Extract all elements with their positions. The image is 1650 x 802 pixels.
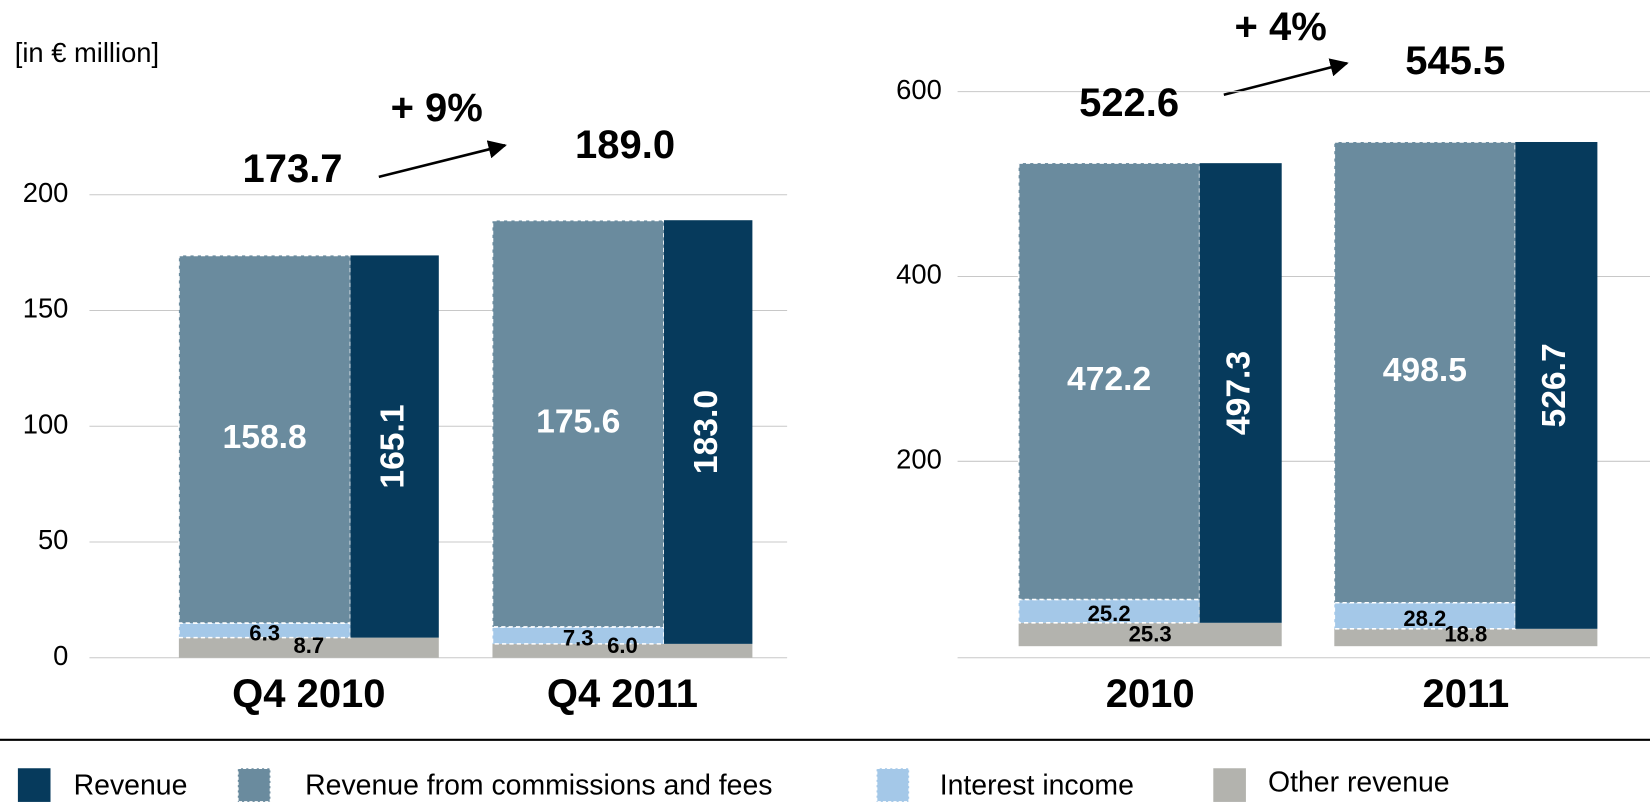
data-label: 28.2 — [1403, 606, 1446, 631]
legend-swatch — [1213, 768, 1246, 802]
y-tick-label: 0 — [53, 640, 68, 671]
bar-other — [178, 637, 439, 658]
data-label: 25.3 — [1129, 621, 1172, 646]
data-label: 6.0 — [607, 633, 638, 658]
bar-other — [492, 643, 753, 658]
legend-label: Revenue from commissions and fees — [305, 770, 772, 802]
bar-revenue — [663, 220, 753, 644]
y-tick-label: 150 — [23, 293, 69, 324]
data-label: 526.7 — [1536, 343, 1573, 427]
growth-annotation: + 4% — [1235, 5, 1327, 49]
data-label: 7.3 — [563, 625, 594, 650]
bar-revenue — [1199, 163, 1282, 623]
bar-revenue — [350, 255, 439, 638]
data-label: 498.5 — [1383, 352, 1467, 389]
y-tick-label: 100 — [23, 408, 69, 439]
data-label: 165.1 — [375, 404, 412, 488]
data-label: 18.8 — [1444, 621, 1487, 646]
y-tick-label: 200 — [896, 444, 942, 475]
y-tick-label: 600 — [896, 74, 942, 105]
legend-label: Interest income — [940, 770, 1134, 802]
bar-commissions — [1333, 141, 1517, 604]
data-label: 6.3 — [249, 620, 280, 645]
total-label: 545.5 — [1405, 39, 1505, 83]
total-label: 522.6 — [1079, 81, 1179, 125]
data-label: 8.7 — [293, 633, 324, 658]
bar-other — [1334, 628, 1598, 647]
legend-label: Revenue — [74, 770, 188, 802]
data-label: 183.0 — [688, 390, 725, 474]
x-tick-label: Q4 2011 — [547, 672, 698, 716]
y-tick-label: 50 — [38, 524, 68, 555]
data-label: 158.8 — [223, 419, 307, 456]
total-label: 189.0 — [575, 123, 675, 167]
y-tick-label: 200 — [23, 177, 69, 208]
bar-revenue — [1515, 141, 1598, 629]
bar-other — [1018, 622, 1282, 647]
data-label: 175.6 — [536, 404, 620, 441]
y-tick-label: 400 — [896, 259, 942, 290]
growth-arrow — [378, 140, 507, 179]
x-tick-label: 2011 — [1422, 672, 1509, 716]
data-label: 472.2 — [1067, 361, 1151, 398]
legend-swatch — [17, 768, 51, 802]
x-tick-label: Q4 2010 — [232, 672, 385, 716]
bar-commissions — [178, 254, 352, 624]
bar-commissions — [491, 219, 665, 628]
bar-commissions — [1017, 162, 1201, 601]
total-label: 173.7 — [243, 147, 343, 191]
legend-label: Other revenue — [1268, 767, 1450, 799]
bar-interest — [1333, 601, 1517, 630]
unit-label: [in € million] — [15, 37, 159, 68]
growth-annotation: + 9% — [391, 86, 483, 130]
legend-swatch — [875, 767, 910, 802]
growth-arrow — [1223, 58, 1349, 97]
legend-swatch — [237, 767, 272, 802]
data-label: 25.2 — [1088, 601, 1131, 626]
data-label: 497.3 — [1221, 351, 1258, 435]
x-tick-label: 2010 — [1106, 672, 1195, 716]
